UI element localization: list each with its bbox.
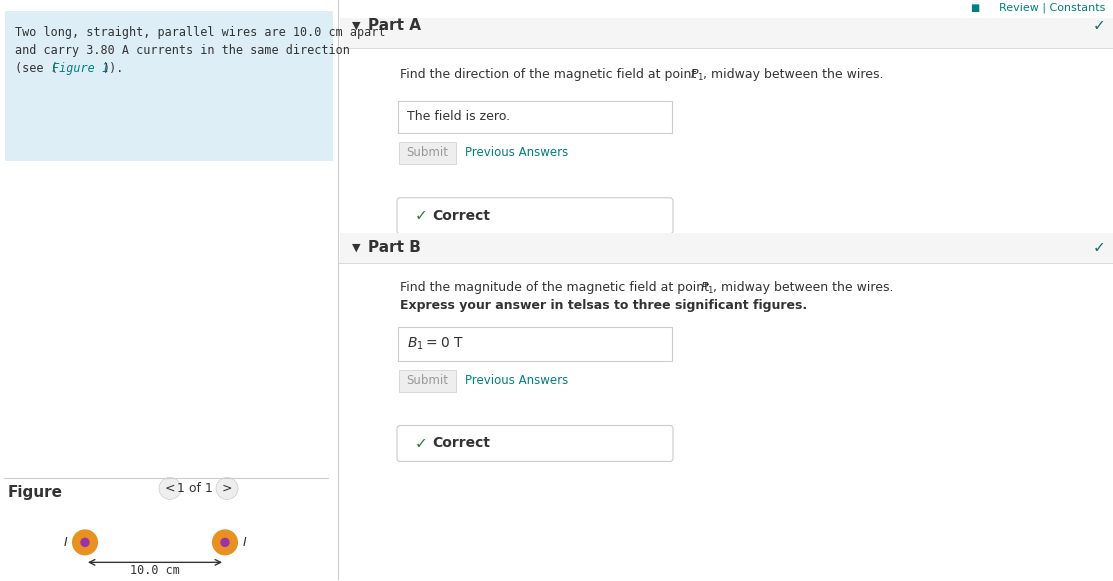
FancyBboxPatch shape: [397, 198, 673, 234]
Text: Previous Answers: Previous Answers: [465, 374, 569, 387]
Text: <: <: [165, 482, 175, 495]
Text: ✓: ✓: [415, 208, 427, 223]
FancyBboxPatch shape: [397, 425, 673, 461]
Text: The field is zero.: The field is zero.: [407, 110, 510, 123]
Text: ✓: ✓: [1092, 19, 1105, 34]
Text: ▼: ▼: [352, 243, 361, 253]
Text: Figure 1: Figure 1: [52, 62, 109, 75]
Text: I: I: [63, 536, 67, 549]
Text: , midway between the wires.: , midway between the wires.: [703, 68, 884, 81]
Text: $P_1$: $P_1$: [700, 281, 715, 296]
FancyBboxPatch shape: [398, 142, 456, 164]
Text: (see (: (see (: [14, 62, 58, 75]
Text: Review | Constants: Review | Constants: [998, 3, 1105, 13]
Text: Part A: Part A: [368, 19, 421, 34]
Text: Express your answer in telsas to three significant figures.: Express your answer in telsas to three s…: [400, 299, 807, 311]
Text: $B_1 = 0\ \mathrm{T}$: $B_1 = 0\ \mathrm{T}$: [407, 335, 464, 352]
FancyBboxPatch shape: [4, 11, 333, 161]
Circle shape: [73, 530, 97, 554]
Text: ▼: ▼: [352, 21, 361, 31]
Text: Correct: Correct: [432, 209, 490, 223]
Text: )).: )).: [102, 62, 124, 75]
Text: Previous Answers: Previous Answers: [465, 146, 569, 159]
Text: , midway between the wires.: , midway between the wires.: [713, 281, 894, 293]
Circle shape: [159, 478, 181, 500]
Text: $P_1$: $P_1$: [690, 68, 705, 83]
Circle shape: [213, 530, 237, 554]
FancyBboxPatch shape: [339, 18, 1113, 48]
Text: 1 of 1: 1 of 1: [177, 482, 213, 495]
Text: 10.0 cm: 10.0 cm: [130, 564, 180, 578]
Text: >: >: [221, 482, 233, 495]
Text: Correct: Correct: [432, 436, 490, 450]
Circle shape: [216, 478, 238, 500]
Text: and carry 3.80 A currents in the same direction: and carry 3.80 A currents in the same di…: [14, 44, 349, 57]
Text: I: I: [243, 536, 247, 549]
FancyBboxPatch shape: [398, 327, 672, 361]
FancyBboxPatch shape: [398, 370, 456, 392]
FancyBboxPatch shape: [4, 163, 333, 480]
FancyBboxPatch shape: [339, 263, 1113, 462]
Text: Submit: Submit: [406, 374, 449, 387]
Circle shape: [81, 539, 89, 546]
Text: Submit: Submit: [406, 146, 449, 159]
Text: Two long, straight, parallel wires are 10.0 cm apart: Two long, straight, parallel wires are 1…: [14, 26, 385, 39]
Text: Find the direction of the magnetic field at point: Find the direction of the magnetic field…: [400, 68, 700, 81]
Text: ✓: ✓: [1092, 240, 1105, 255]
Text: Find the magnitude of the magnetic field at point: Find the magnitude of the magnetic field…: [400, 281, 713, 293]
FancyBboxPatch shape: [339, 233, 1113, 263]
Circle shape: [221, 539, 229, 546]
Text: Part B: Part B: [368, 240, 421, 255]
FancyBboxPatch shape: [339, 48, 1113, 233]
Text: ■: ■: [971, 3, 979, 13]
Text: Figure: Figure: [8, 486, 63, 500]
Text: ✓: ✓: [415, 436, 427, 451]
FancyBboxPatch shape: [398, 101, 672, 133]
